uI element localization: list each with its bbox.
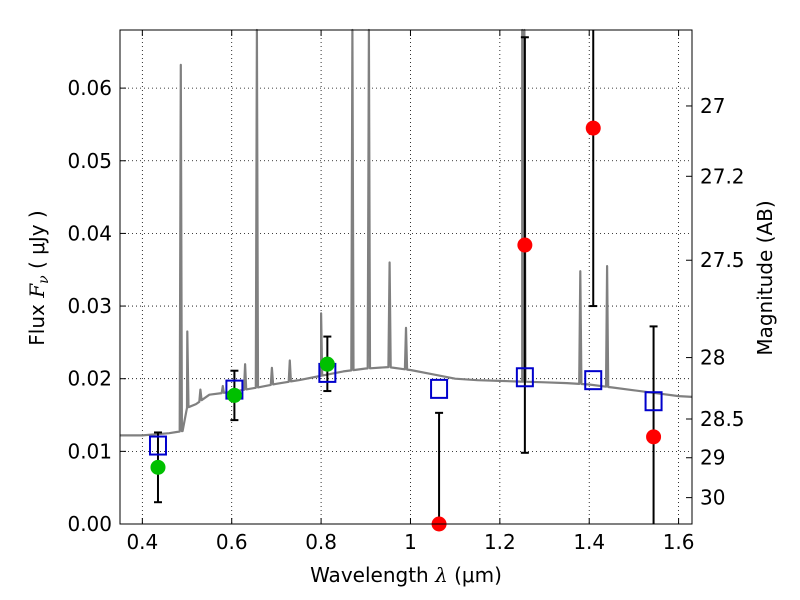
y2-tick-label: 28.5 (700, 407, 745, 431)
detection-point (150, 459, 166, 475)
y-tick-label: 0.05 (67, 149, 112, 173)
x-tick-label: 1.2 (484, 530, 516, 554)
plot-frame (119, 29, 693, 525)
y2-tick-label: 27.2 (700, 164, 745, 188)
y-tick-label: 0.06 (67, 76, 112, 100)
axis-ticks: 0.4 0.6 0.8 1 1.2 1.4 1.6 0.00 0.01 0.02 0.03 0.04 0… (67, 30, 745, 554)
x-tick-label: 1 (404, 530, 417, 554)
x-axis-title-prefix: Wavelength (310, 563, 435, 587)
y-tick-label: 0.03 (67, 294, 112, 318)
detection-point (226, 387, 242, 403)
nir-point (585, 120, 601, 136)
detection-point (319, 356, 335, 372)
y2-tick-label: 27 (700, 94, 725, 118)
y-axis-title-unit: ( μJy ) (25, 210, 49, 275)
y2-tick-label: 29 (700, 446, 725, 470)
x-tick-label: 1.6 (663, 530, 695, 554)
y-tick-label: 0.04 (67, 221, 112, 245)
spectrum-line (120, 28, 693, 437)
y-tick-label: 0.00 (67, 512, 112, 536)
x-tick-label: 1.4 (573, 530, 605, 554)
y-axis-title-prefix: Flux (25, 298, 49, 346)
nir-point (517, 237, 533, 253)
x-axis-title-symbol: λ (434, 563, 448, 587)
spectrum (120, 28, 693, 437)
y2-tick-label: 28 (700, 346, 725, 370)
y-tick-label: 0.01 (67, 439, 112, 463)
model-square (148, 435, 167, 456)
model-square (515, 367, 534, 388)
x-axis-title: Wavelength λ (μm) (310, 563, 502, 587)
y2-tick-label: 27.5 (700, 248, 745, 272)
y-axis-title: Flux Fν ( μJy ) (25, 210, 52, 345)
model-squares (148, 362, 663, 456)
nir-point (646, 429, 662, 445)
y2-tick-label: 30 (700, 486, 725, 510)
data-points (150, 120, 662, 532)
x-axis-title-unit: (μm) (448, 563, 502, 587)
model-square (584, 370, 603, 391)
y-axis-title-subscript: ν (36, 275, 52, 284)
error-bars (153, 30, 658, 524)
y-axis-title-symbol: F (25, 283, 49, 299)
model-square (644, 391, 663, 412)
x-tick-label: 0.4 (126, 530, 158, 554)
x-tick-label: 0.8 (305, 530, 337, 554)
y-tick-label: 0.02 (67, 367, 112, 391)
x-tick-label: 0.6 (216, 530, 248, 554)
model-square (430, 378, 449, 399)
y2-axis-title: Magnitude (AB) (753, 200, 777, 355)
